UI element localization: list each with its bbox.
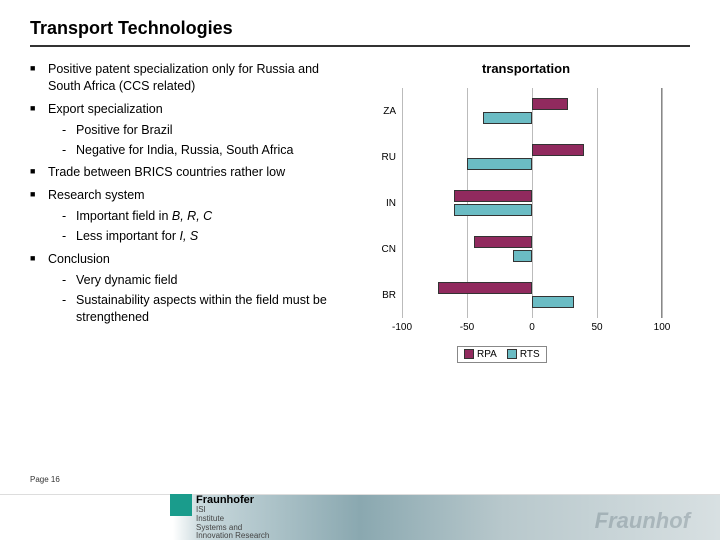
sub-bullet-item: Positive for Brazil: [62, 122, 350, 139]
slide-title: Transport Technologies: [30, 18, 690, 39]
x-tick-label: -50: [460, 322, 474, 333]
legend-swatch-rts: [507, 349, 517, 359]
chart-column: transportation ZARUINCNBR RPA RTS -100-5…: [362, 61, 690, 368]
gridline: [662, 88, 663, 318]
chart-legend: RPA RTS: [457, 346, 547, 363]
sub-bullet-item: Important field in B, R, C: [62, 208, 350, 225]
bar-rpa: [474, 236, 533, 248]
bullet-item: Positive patent specialization only for …: [30, 61, 350, 95]
bar-rts: [483, 112, 532, 124]
bar-rpa: [532, 98, 568, 110]
sub-bullet-item: Less important for I, S: [62, 228, 350, 245]
footer-bar: Fraunhofer ISI Institute Systems and Inn…: [0, 494, 720, 540]
bullet-item: Trade between BRICS countries rather low: [30, 164, 350, 181]
bullet-item: ConclusionVery dynamic fieldSustainabili…: [30, 251, 350, 326]
y-tick-label: RU: [364, 152, 396, 163]
title-rule: [30, 45, 690, 47]
y-tick-label: ZA: [364, 106, 396, 117]
x-tick-label: 0: [529, 322, 535, 333]
bar-rts: [513, 250, 533, 262]
bullet-item: Research systemImportant field in B, R, …: [30, 187, 350, 245]
chart-title: transportation: [362, 61, 690, 76]
bar-row: IN: [402, 184, 661, 230]
bar-row: CN: [402, 230, 661, 276]
bar-chart: ZARUINCNBR RPA RTS -100-50050100: [362, 88, 682, 368]
logo-name: Fraunhofer: [196, 494, 269, 506]
x-tick-label: 50: [591, 322, 602, 333]
sub-bullet-item: Very dynamic field: [62, 272, 350, 289]
bar-rpa: [532, 144, 584, 156]
x-tick-label: -100: [392, 322, 412, 333]
sub-bullet-item: Negative for India, Russia, South Africa: [62, 142, 350, 159]
page-number: Page 16: [30, 475, 60, 484]
y-tick-label: IN: [364, 198, 396, 209]
bar-row: BR: [402, 276, 661, 322]
legend-swatch-rpa: [464, 349, 474, 359]
bar-rpa: [454, 190, 532, 202]
footer-watermark: Fraunhof: [595, 508, 690, 534]
sub-bullet-item: Sustainability aspects within the field …: [62, 292, 350, 326]
bar-rts: [467, 158, 532, 170]
legend-label: RTS: [520, 349, 540, 360]
fraunhofer-logo: Fraunhofer ISI Institute Systems and Inn…: [170, 494, 269, 541]
legend-label: RPA: [477, 349, 497, 360]
bullet-item: Export specializationPositive for Brazil…: [30, 101, 350, 159]
bar-rts: [454, 204, 532, 216]
bar-row: ZA: [402, 92, 661, 138]
bar-rpa: [438, 282, 532, 294]
bullet-column: Positive patent specialization only for …: [30, 61, 350, 368]
bar-rts: [532, 296, 574, 308]
y-tick-label: BR: [364, 290, 396, 301]
bar-row: RU: [402, 138, 661, 184]
logo-square-icon: [170, 494, 192, 516]
y-tick-label: CN: [364, 244, 396, 255]
x-tick-label: 100: [654, 322, 671, 333]
